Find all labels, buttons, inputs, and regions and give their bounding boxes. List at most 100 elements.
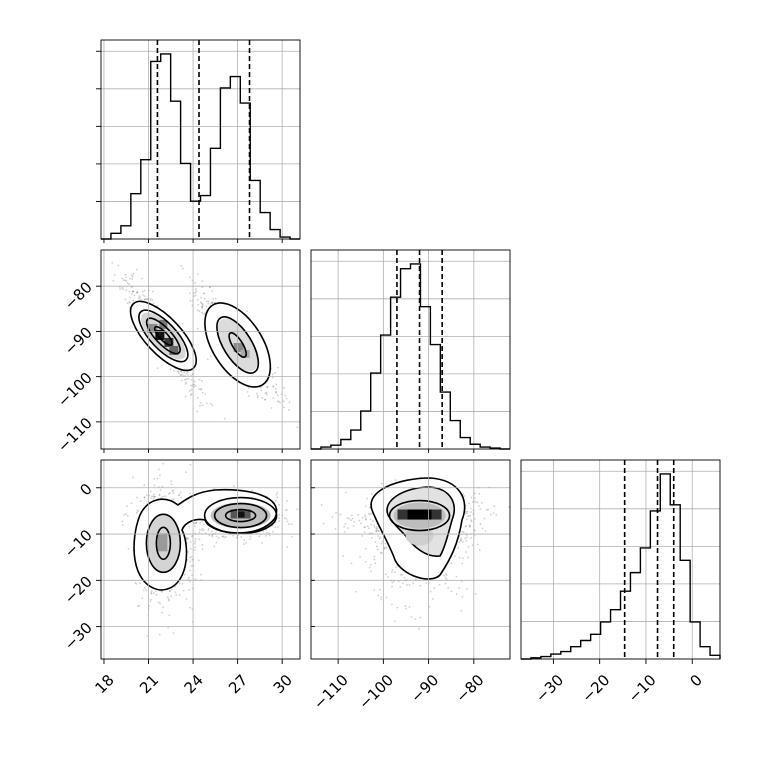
sample-point <box>455 593 458 595</box>
sample-point <box>137 605 139 608</box>
sample-point <box>143 496 146 499</box>
sample-point <box>465 587 468 590</box>
scatter-panel-2-1 <box>320 476 511 630</box>
sample-point <box>129 301 131 304</box>
sample-point <box>260 389 263 392</box>
sample-point <box>112 279 115 282</box>
sample-point <box>479 508 482 511</box>
sample-point <box>278 504 280 506</box>
histogram-bin <box>700 647 710 659</box>
sample-point <box>188 525 191 528</box>
sample-point <box>462 540 464 543</box>
sample-point <box>221 535 224 538</box>
sample-point <box>405 607 407 610</box>
histogram-bin <box>341 440 351 449</box>
sample-point <box>438 583 441 586</box>
axes-frame <box>100 249 301 450</box>
sample-point <box>126 282 129 285</box>
sample-point <box>125 289 128 292</box>
histogram-bin <box>331 445 341 449</box>
sample-point <box>141 597 144 600</box>
sample-point <box>360 522 362 525</box>
sample-point <box>350 562 353 565</box>
sample-point <box>158 493 161 496</box>
sample-point <box>162 462 165 465</box>
sample-point <box>194 522 196 525</box>
sample-point <box>369 518 372 521</box>
sample-point <box>240 536 243 538</box>
histogram-bin <box>121 226 131 239</box>
sample-point <box>346 516 349 519</box>
sample-point <box>261 541 263 544</box>
sample-point <box>278 517 281 519</box>
sample-point <box>406 583 408 586</box>
sample-point <box>357 513 360 516</box>
density-bin <box>164 337 174 347</box>
sample-point <box>189 569 191 572</box>
sample-point <box>187 576 190 579</box>
sample-point <box>190 388 193 391</box>
sample-point <box>274 526 277 529</box>
sample-point <box>201 305 204 308</box>
sample-point <box>121 520 124 523</box>
sample-point <box>380 542 383 545</box>
density-contour <box>145 513 182 574</box>
sample-point <box>136 291 139 293</box>
sample-point <box>284 394 287 397</box>
sample-point <box>283 386 286 389</box>
sample-point <box>418 627 420 630</box>
sample-point <box>190 384 193 387</box>
sample-point <box>207 529 210 531</box>
sample-point <box>247 387 250 389</box>
sample-point <box>355 590 358 593</box>
density-bin <box>240 349 250 358</box>
sample-point <box>180 370 183 373</box>
sample-point <box>200 573 202 576</box>
y-tick-label: −80 <box>61 278 96 313</box>
sample-point <box>187 537 190 540</box>
sample-point <box>212 298 215 300</box>
sample-point <box>137 297 140 300</box>
sample-point <box>179 374 182 376</box>
sample-point <box>276 394 279 397</box>
sample-point <box>476 501 479 504</box>
sample-point <box>121 286 124 289</box>
sample-point <box>364 547 367 550</box>
sample-point <box>380 596 382 599</box>
sample-point <box>191 535 193 538</box>
sample-point <box>150 497 153 499</box>
histogram-bin <box>650 511 660 659</box>
sample-point <box>189 541 192 543</box>
sample-point <box>196 309 199 312</box>
sample-point <box>462 531 465 534</box>
sample-point <box>201 307 204 310</box>
sample-point <box>352 524 355 527</box>
sample-point <box>195 521 198 524</box>
sample-point <box>203 297 206 300</box>
sample-point <box>377 530 380 532</box>
histogram-panel-2 <box>520 459 721 660</box>
grid-2-1 <box>311 460 510 659</box>
sample-point <box>469 524 471 527</box>
y-tick-label: −90 <box>61 324 96 359</box>
sample-point <box>190 378 193 381</box>
sample-point <box>177 494 180 497</box>
sample-point <box>119 288 121 290</box>
sample-point <box>194 281 196 284</box>
histogram-bin <box>551 654 561 659</box>
sample-point <box>133 294 136 297</box>
sample-point <box>196 299 199 301</box>
axes-frame <box>310 459 511 660</box>
sample-point <box>447 586 450 589</box>
sample-point <box>419 584 422 587</box>
sample-point <box>162 495 164 498</box>
sample-point <box>368 566 371 569</box>
sample-point <box>468 502 471 505</box>
sample-point <box>159 489 162 491</box>
sample-point <box>487 508 490 511</box>
sample-point <box>131 278 134 281</box>
histogram-bin <box>131 194 141 239</box>
sample-point <box>474 593 477 595</box>
sample-point <box>399 586 402 588</box>
sample-point <box>211 535 214 538</box>
